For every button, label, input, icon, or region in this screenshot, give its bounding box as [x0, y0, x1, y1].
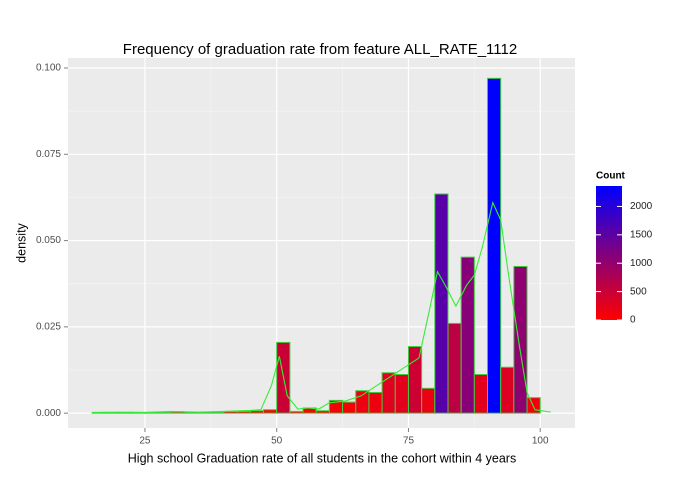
bar	[289, 410, 304, 414]
y-tick-label: 0.075	[36, 149, 61, 160]
bar	[381, 372, 396, 414]
bar	[315, 410, 330, 414]
bar	[249, 410, 265, 414]
x-tick-label: 75	[403, 436, 415, 447]
bar	[473, 374, 489, 414]
bar	[368, 391, 383, 414]
y-tick-label: 0.000	[36, 408, 61, 419]
legend-title: Count	[596, 171, 626, 182]
bar	[263, 409, 278, 414]
colorbar-tick-label: 1000	[630, 258, 653, 269]
bar	[210, 411, 225, 414]
x-tick-label: 100	[532, 436, 549, 447]
y-tick-label: 0.100	[36, 63, 61, 74]
bar	[447, 322, 462, 414]
bar	[526, 397, 541, 414]
bar	[394, 374, 409, 414]
y-tick-label: 0.050	[36, 235, 61, 246]
bar	[487, 77, 502, 414]
bar	[355, 390, 370, 414]
bar	[513, 265, 528, 414]
bar	[236, 410, 251, 414]
bar	[421, 387, 436, 414]
y-tick-label: 0.025	[36, 322, 61, 333]
colorbar-tick-label: 2000	[630, 201, 653, 212]
x-tick-label: 50	[271, 436, 283, 447]
colorbar-tick-label: 0	[630, 315, 636, 326]
bar	[460, 256, 475, 414]
colorbar	[596, 186, 622, 320]
chart-title: Frequency of graduation rate from featur…	[123, 41, 517, 58]
colorbar-tick-label: 1500	[630, 229, 653, 240]
colorbar-tick-label: 500	[630, 286, 647, 297]
x-axis-label: High school Graduation rate of all stude…	[128, 451, 516, 465]
bar	[342, 401, 357, 414]
bar	[434, 193, 449, 414]
x-tick-label: 25	[139, 436, 151, 447]
density-curve	[92, 200, 551, 414]
bar	[157, 411, 172, 414]
bar	[500, 366, 515, 414]
y-axis-label: density	[14, 222, 28, 262]
